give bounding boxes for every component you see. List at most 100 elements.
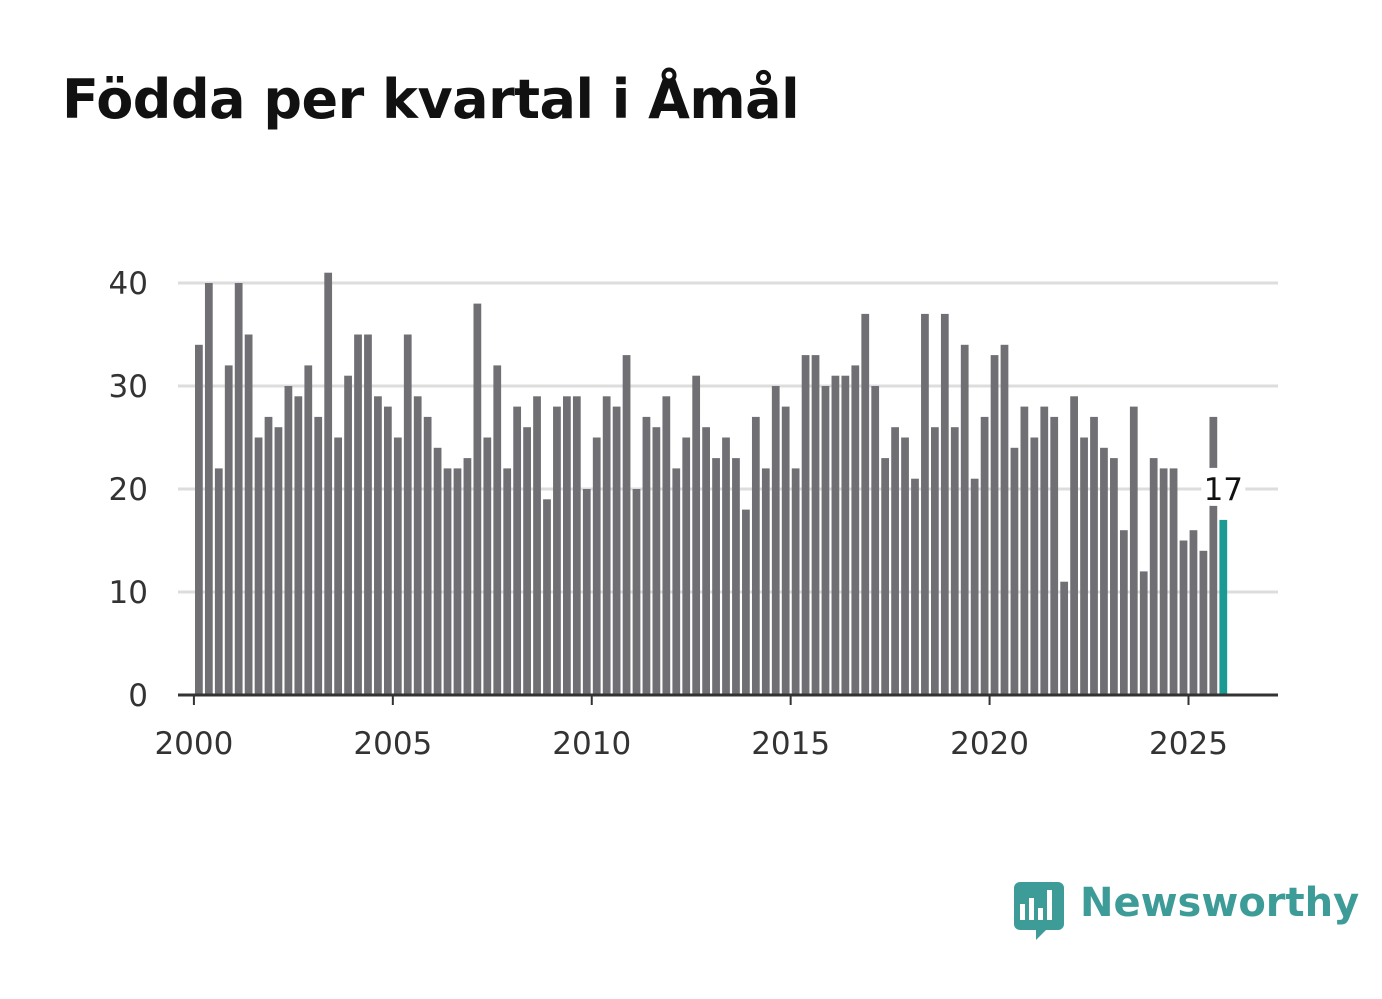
bar-44 — [632, 489, 641, 695]
bar-0 — [195, 344, 203, 695]
bar-94 — [1129, 406, 1138, 695]
bar-30 — [493, 365, 502, 695]
bar-33 — [523, 427, 531, 695]
bar-14 — [334, 437, 343, 695]
bar-79 — [980, 416, 989, 695]
bar-93 — [1119, 530, 1128, 695]
bar-3 — [224, 365, 233, 695]
bar-100 — [1189, 530, 1198, 695]
bar-66 — [851, 365, 860, 695]
bar-95 — [1139, 571, 1148, 695]
bar-42 — [612, 406, 621, 695]
bar-65 — [841, 375, 850, 695]
annotation-background — [1201, 467, 1246, 506]
bar-81 — [1000, 344, 1009, 695]
bar-35 — [543, 499, 551, 695]
bar-101 — [1199, 550, 1208, 695]
bar-55 — [742, 509, 750, 695]
bar-1 — [204, 283, 213, 695]
bar-75 — [940, 313, 949, 695]
bar-16 — [354, 334, 362, 695]
bar-97 — [1159, 468, 1168, 695]
bar-21 — [403, 334, 412, 695]
highlight-value-label: 17 — [1204, 472, 1243, 508]
bar-60 — [791, 468, 800, 695]
bar-68 — [871, 386, 880, 695]
bar-11 — [304, 365, 313, 695]
bar-20 — [393, 437, 402, 695]
bar-98 — [1169, 468, 1178, 695]
annotations: 17 — [1201, 467, 1246, 508]
bar-13 — [324, 272, 333, 695]
bar-50 — [692, 375, 701, 695]
bar-6 — [254, 437, 263, 695]
bar-76 — [950, 427, 959, 695]
bar-91 — [1100, 447, 1108, 695]
newsworthy-logo[interactable] — [1010, 878, 1330, 942]
bar-31 — [503, 468, 512, 695]
bar-84 — [1030, 437, 1039, 695]
bar-63 — [821, 386, 830, 695]
bar-4 — [234, 283, 243, 695]
bar-18 — [374, 396, 382, 695]
bar-74 — [930, 427, 939, 695]
bar-87 — [1060, 581, 1069, 695]
bar-52 — [712, 458, 720, 695]
brand-name[interactable]: Newsworthy — [1080, 880, 1360, 926]
bar-47 — [662, 396, 671, 695]
bar-96 — [1149, 458, 1158, 695]
bar-23 — [423, 416, 432, 695]
bar-12 — [314, 416, 323, 695]
bar-9 — [284, 386, 293, 695]
y-tick-label-0: 0 — [128, 678, 148, 714]
bars — [195, 272, 1228, 695]
bar-53 — [722, 437, 730, 695]
bar-8 — [274, 427, 283, 695]
bar-25 — [443, 468, 452, 695]
y-tick-label-30: 30 — [109, 369, 148, 405]
x-tick-label-2010: 2010 — [552, 726, 631, 762]
x-tick-label-2005: 2005 — [353, 726, 432, 762]
bar-49 — [682, 437, 691, 695]
bar-48 — [672, 468, 681, 695]
bar-7 — [264, 416, 273, 695]
bar-61 — [801, 355, 810, 695]
bar-29 — [483, 437, 492, 695]
bar-99 — [1179, 540, 1188, 695]
bar-71 — [901, 437, 909, 695]
bar-82 — [1010, 447, 1019, 695]
bar-32 — [513, 406, 522, 695]
y-tick-label-40: 40 — [109, 266, 148, 302]
bar-2 — [214, 468, 223, 695]
bar-27 — [463, 458, 472, 695]
bar-92 — [1110, 458, 1118, 695]
bar-51 — [702, 427, 710, 695]
x-tick-label-2025: 2025 — [1149, 726, 1228, 762]
bar-70 — [891, 427, 899, 695]
bar-56 — [751, 416, 760, 695]
bar-86 — [1050, 416, 1059, 695]
bar-37 — [563, 396, 571, 695]
bar-67 — [861, 313, 870, 695]
bar-88 — [1070, 396, 1078, 695]
bar-36 — [553, 406, 561, 695]
x-tick-labels: 2000 2005 2010 2015 2020 2025 — [154, 726, 1227, 762]
bar-85 — [1040, 406, 1049, 695]
bar-73 — [921, 313, 929, 695]
bar-5 — [244, 334, 253, 695]
bar-46 — [652, 427, 661, 695]
bar-58 — [771, 386, 780, 695]
bar-59 — [781, 406, 790, 695]
bar-64 — [831, 375, 840, 695]
bar-34 — [533, 396, 541, 695]
bar-15 — [344, 375, 352, 695]
bar-78 — [970, 478, 979, 695]
bar-102 — [1209, 416, 1218, 695]
bar-24 — [433, 447, 442, 695]
bar-72 — [911, 478, 919, 695]
chart-title: Födda per kvartal i Åmål — [62, 68, 800, 131]
bar-90 — [1090, 416, 1098, 695]
x-tick-label-2000: 2000 — [154, 726, 233, 762]
bar-57 — [761, 468, 770, 695]
